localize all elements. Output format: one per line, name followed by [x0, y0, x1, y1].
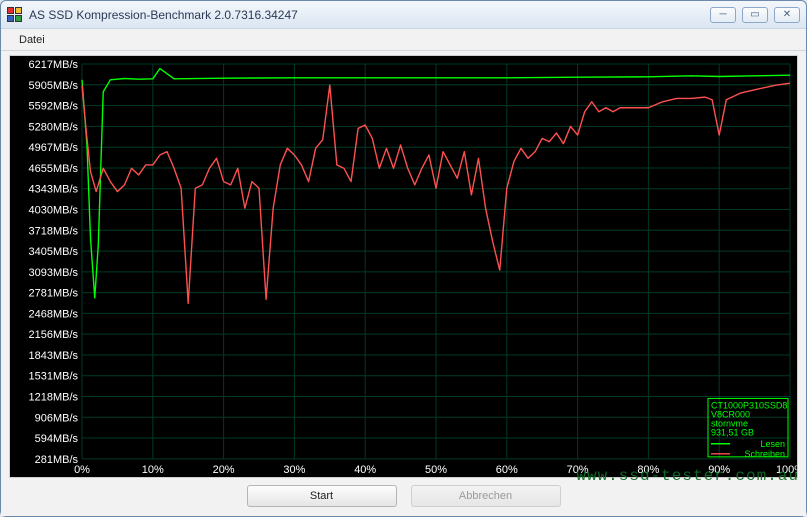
- svg-text:Lesen: Lesen: [761, 439, 785, 449]
- minimize-button[interactable]: ─: [710, 7, 736, 23]
- svg-text:1218MB/s: 1218MB/s: [29, 392, 79, 404]
- svg-text:Schreiben: Schreiben: [745, 449, 785, 459]
- compression-chart: 6217MB/s 5905MB/s 5592MB/s 5280MB/s 4967MB/s…: [9, 55, 798, 478]
- svg-text:70%: 70%: [567, 464, 589, 476]
- svg-text:2156MB/s: 2156MB/s: [29, 329, 79, 341]
- svg-text:3718MB/s: 3718MB/s: [29, 225, 79, 237]
- titlebar[interactable]: AS SSD Kompression-Benchmark 2.0.7316.34…: [1, 1, 806, 29]
- window-controls: ─ ▭ ✕: [710, 7, 800, 23]
- start-button[interactable]: Start: [247, 485, 397, 507]
- menu-datei[interactable]: Datei: [11, 32, 53, 48]
- svg-text:90%: 90%: [708, 464, 730, 476]
- svg-text:5905MB/s: 5905MB/s: [29, 80, 79, 92]
- svg-text:4967MB/s: 4967MB/s: [29, 142, 79, 154]
- svg-text:1531MB/s: 1531MB/s: [29, 371, 79, 383]
- abort-button: Abbrechen: [411, 485, 561, 507]
- app-window: AS SSD Kompression-Benchmark 2.0.7316.34…: [0, 0, 807, 517]
- svg-text:2468MB/s: 2468MB/s: [29, 308, 79, 320]
- svg-text:30%: 30%: [283, 464, 305, 476]
- svg-text:0%: 0%: [74, 464, 90, 476]
- svg-text:50%: 50%: [425, 464, 447, 476]
- svg-text:60%: 60%: [496, 464, 518, 476]
- svg-text:80%: 80%: [637, 464, 659, 476]
- svg-text:100%: 100%: [776, 464, 797, 476]
- svg-text:2781MB/s: 2781MB/s: [29, 288, 79, 300]
- svg-text:3093MB/s: 3093MB/s: [29, 267, 79, 279]
- svg-text:4343MB/s: 4343MB/s: [29, 184, 79, 196]
- svg-text:4030MB/s: 4030MB/s: [29, 205, 79, 217]
- maximize-button[interactable]: ▭: [742, 7, 768, 23]
- menubar: Datei: [1, 29, 806, 51]
- svg-text:40%: 40%: [354, 464, 376, 476]
- svg-text:5280MB/s: 5280MB/s: [29, 121, 79, 133]
- button-row: Start Abbrechen: [9, 478, 798, 510]
- svg-text:906MB/s: 906MB/s: [35, 412, 79, 424]
- svg-text:594MB/s: 594MB/s: [35, 433, 79, 445]
- svg-text:6217MB/s: 6217MB/s: [29, 59, 79, 71]
- svg-text:281MB/s: 281MB/s: [35, 454, 79, 466]
- close-button[interactable]: ✕: [774, 7, 800, 23]
- window-title: AS SSD Kompression-Benchmark 2.0.7316.34…: [29, 8, 710, 22]
- svg-text:3405MB/s: 3405MB/s: [29, 246, 79, 258]
- svg-text:10%: 10%: [142, 464, 164, 476]
- client-area: 6217MB/s 5905MB/s 5592MB/s 5280MB/s 4967MB/s…: [1, 51, 806, 516]
- svg-text:1843MB/s: 1843MB/s: [29, 350, 79, 362]
- svg-text:931,51 GB: 931,51 GB: [711, 428, 754, 438]
- svg-text:5592MB/s: 5592MB/s: [29, 101, 79, 113]
- svg-text:20%: 20%: [213, 464, 235, 476]
- svg-text:4655MB/s: 4655MB/s: [29, 163, 79, 175]
- app-icon: [7, 7, 23, 23]
